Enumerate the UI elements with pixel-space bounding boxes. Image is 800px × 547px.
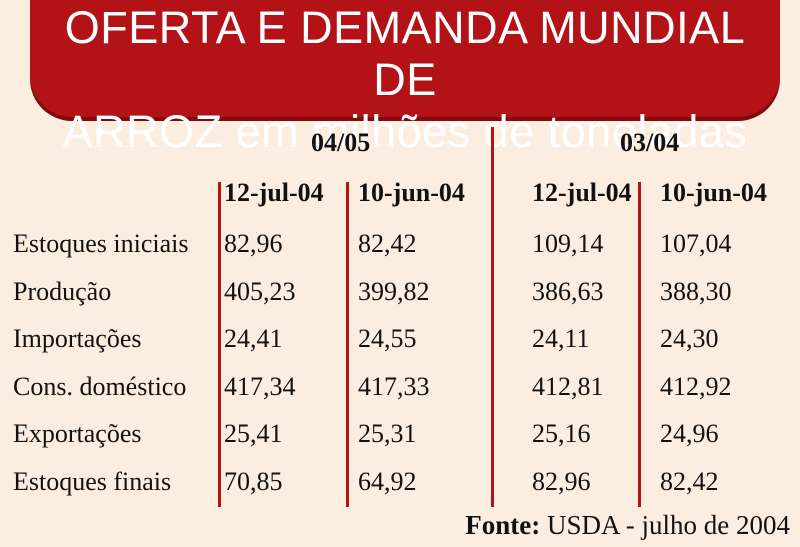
table-cell: 405,23 (224, 277, 296, 306)
period-divider (491, 127, 494, 507)
table-cell: 24,41 (224, 324, 283, 353)
column-divider-2 (346, 182, 349, 507)
table-cell: 70,85 (224, 467, 283, 496)
source-note: Fonte: USDA - julho de 2004 (465, 510, 790, 541)
row-label: Estoques iniciais (13, 229, 189, 258)
table-cell: 24,55 (358, 324, 417, 353)
period-header-0405: 04/05 (311, 128, 371, 157)
table-cell: 82,96 (224, 229, 283, 258)
table-cell: 82,96 (532, 467, 591, 496)
table-cell: 109,14 (532, 229, 604, 258)
row-label: Estoques finais (13, 467, 172, 496)
source-label: Fonte: (465, 510, 541, 540)
table-cell: 64,92 (358, 467, 417, 496)
row-label: Importações (13, 324, 142, 353)
table-cell: 25,31 (358, 419, 417, 448)
table-cell: 25,16 (532, 419, 591, 448)
table-cell: 24,30 (660, 324, 719, 353)
row-label: Exportações (13, 419, 142, 448)
table-cell: 25,41 (224, 419, 283, 448)
table-cell: 399,82 (358, 277, 430, 306)
table-cell: 386,63 (532, 277, 604, 306)
table-cell: 107,04 (660, 229, 732, 258)
table-cell: 417,33 (358, 372, 430, 401)
chart-title: OFERTA E DEMANDA MUNDIAL DE ARROZ em mil… (30, 2, 780, 158)
row-label: Produção (13, 277, 112, 306)
table-cell: 82,42 (660, 467, 719, 496)
row-label: Cons. doméstico (13, 372, 187, 401)
table-cell: 388,30 (660, 277, 732, 306)
title-banner (30, 0, 780, 117)
column-header-0405-jul: 12-jul-04 (224, 178, 324, 207)
period-header-0304: 03/04 (620, 128, 680, 157)
column-divider-3 (638, 182, 641, 507)
column-divider-1 (218, 182, 221, 507)
source-text: USDA - julho de 2004 (547, 510, 790, 540)
table-cell: 82,42 (358, 229, 417, 258)
table-cell: 412,92 (660, 372, 732, 401)
column-header-0304-jul: 12-jul-04 (532, 178, 632, 207)
chart-title-line-1: OFERTA E DEMANDA MUNDIAL DE (64, 2, 746, 105)
table-cell: 412,81 (532, 372, 604, 401)
table-cell: 24,96 (660, 419, 719, 448)
table-cell: 24,11 (532, 324, 590, 353)
column-header-0304-jun: 10-jun-04 (660, 178, 767, 207)
table-cell: 417,34 (224, 372, 296, 401)
chart-title-line-2: ARROZ em milhões de toneladas (62, 106, 748, 157)
column-header-0405-jun: 10-jun-04 (358, 178, 465, 207)
